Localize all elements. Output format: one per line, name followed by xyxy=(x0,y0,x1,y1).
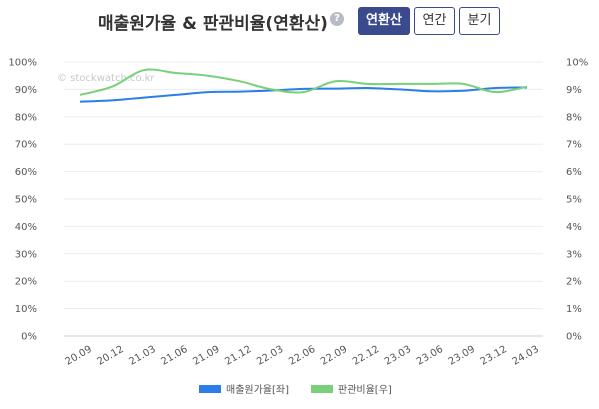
y-right-tick-label: 7% xyxy=(566,140,582,151)
y-left-tick-label: 100% xyxy=(8,58,37,69)
tab-annualized[interactable]: 연환산 xyxy=(358,7,410,35)
y-right-tick-label: 1% xyxy=(566,304,582,315)
y-right-tick-label: 5% xyxy=(566,195,582,206)
data-point xyxy=(142,68,146,72)
data-point xyxy=(142,96,146,100)
data-point xyxy=(206,74,210,78)
x-tick-label: 22.03 xyxy=(255,344,285,368)
y-left-tick-label: 60% xyxy=(15,167,37,178)
y-axis-right: 0% 1% 2% 3% 4% 5% 6% 7% 8% 9% 10% xyxy=(566,58,588,343)
data-point xyxy=(365,82,369,86)
series-line-sga-ratio xyxy=(79,68,528,96)
x-tick-label: 23.12 xyxy=(479,344,509,368)
help-icon[interactable]: ? xyxy=(330,12,344,26)
y-right-tick-label: 0% xyxy=(566,332,582,343)
data-point xyxy=(302,90,306,94)
x-tick-label: 23.09 xyxy=(447,344,477,368)
y-left-tick-label: 80% xyxy=(15,112,37,123)
data-point xyxy=(238,90,242,94)
tab-quarterly[interactable]: 분기 xyxy=(459,7,500,35)
y-right-tick-label: 9% xyxy=(566,85,582,96)
y-left-tick-label: 0% xyxy=(21,332,37,343)
x-tick-label: 21.06 xyxy=(159,344,189,368)
data-point xyxy=(429,89,433,93)
data-point xyxy=(493,86,497,90)
data-point xyxy=(78,93,82,97)
x-tick-label: 20.12 xyxy=(95,344,125,368)
chart-header: 매출원가율 & 판관비율(연환산) ? 연환산 연간 분기 xyxy=(0,0,599,44)
data-point xyxy=(461,89,465,93)
y-right-tick-label: 8% xyxy=(566,112,582,123)
x-axis: 20.09 20.12 21.03 21.06 21.09 21.12 22.03 22.06… xyxy=(64,344,541,368)
legend-label: 매출원가율[좌] xyxy=(226,384,289,396)
legend-swatch xyxy=(199,385,221,393)
grid-lines xyxy=(64,61,543,337)
series-lines xyxy=(78,68,529,104)
data-point xyxy=(461,82,465,86)
legend-label: 판관비율[우] xyxy=(338,384,392,396)
y-right-tick-label: 2% xyxy=(566,277,582,288)
tab-annual[interactable]: 연간 xyxy=(414,7,455,35)
y-left-tick-label: 10% xyxy=(15,304,37,315)
x-tick-label: 22.09 xyxy=(319,344,349,368)
x-tick-label: 21.09 xyxy=(191,344,221,368)
data-point xyxy=(525,85,529,89)
x-tick-label: 21.03 xyxy=(127,344,157,368)
chart-area: 0% 10% 20% 30% 40% 50% 60% 70% 80% 90% 100% 0% 1% 2%… xyxy=(8,58,588,397)
data-point xyxy=(270,87,274,91)
data-point xyxy=(333,87,337,91)
y-left-tick-label: 40% xyxy=(15,222,37,233)
legend-swatch xyxy=(311,385,333,393)
data-point xyxy=(174,93,178,97)
y-axis-left: 0% 10% 20% 30% 40% 50% 60% 70% 80% 90% 100% xyxy=(8,58,37,343)
y-left-tick-label: 70% xyxy=(15,140,37,151)
data-point xyxy=(493,90,497,94)
y-right-tick-label: 6% xyxy=(566,167,582,178)
data-point xyxy=(333,79,337,83)
data-point xyxy=(397,82,401,86)
y-left-tick-label: 30% xyxy=(15,249,37,260)
x-tick-label: 22.12 xyxy=(351,344,381,368)
x-tick-label: 23.06 xyxy=(415,344,445,368)
data-point xyxy=(238,79,242,83)
series-line-cost-ratio xyxy=(79,86,528,103)
data-point xyxy=(174,71,178,75)
data-point xyxy=(397,87,401,91)
legend: 매출원가율[좌] 판관비율[우] xyxy=(199,384,392,396)
y-right-tick-label: 4% xyxy=(566,222,582,233)
data-point xyxy=(110,98,114,102)
data-point xyxy=(365,86,369,90)
x-tick-label: 22.06 xyxy=(287,344,317,368)
data-point xyxy=(429,82,433,86)
data-point xyxy=(78,100,82,104)
chart-title: 매출원가율 & 판관비율(연환산) xyxy=(98,14,328,34)
y-right-tick-label: 10% xyxy=(566,58,588,69)
x-tick-label: 21.12 xyxy=(223,344,253,368)
y-right-tick-label: 3% xyxy=(566,249,582,260)
data-point xyxy=(110,85,114,89)
y-left-tick-label: 50% xyxy=(15,195,37,206)
data-point xyxy=(206,90,210,94)
x-tick-label: 20.09 xyxy=(64,344,94,368)
x-tick-label: 23.03 xyxy=(383,344,413,368)
y-left-tick-label: 20% xyxy=(15,277,37,288)
x-tick-label: 24.03 xyxy=(511,344,541,368)
y-left-tick-label: 90% xyxy=(15,85,37,96)
watermark: © stockwatch.co.kr xyxy=(57,73,155,84)
